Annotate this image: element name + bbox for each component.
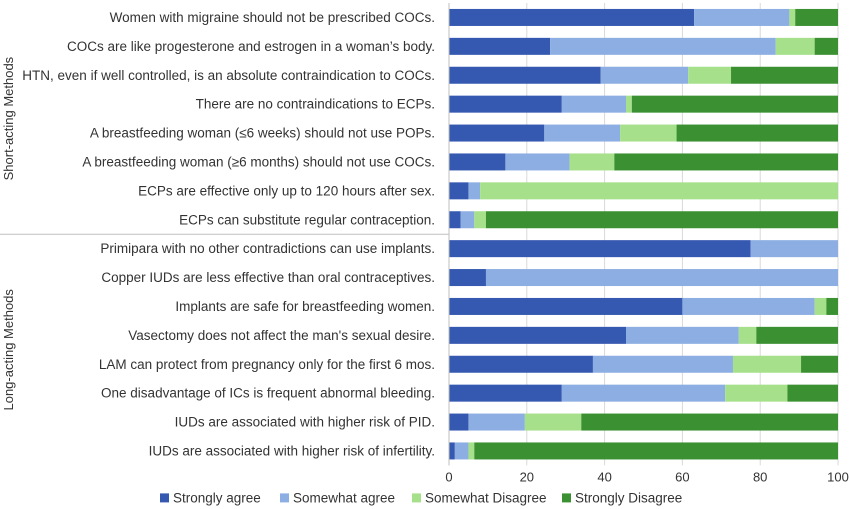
bar-segment-somewhat-disagree <box>474 211 486 229</box>
bar-segment-somewhat-agree <box>694 8 790 26</box>
bar-segment-somewhat-agree <box>600 66 689 84</box>
bar-segment-somewhat-agree <box>468 182 481 200</box>
category-label: ECPs can substitute regular contraceptio… <box>179 212 435 227</box>
category-label: IUDs are associated with higher risk of … <box>149 443 435 458</box>
bar-segment-strongly-agree <box>449 442 455 460</box>
bar-segment-strongly-agree <box>449 355 593 373</box>
bar-segment-somewhat-disagree <box>625 95 632 113</box>
group-label: Short-acting Methods <box>1 56 16 180</box>
bar-segment-somewhat-agree <box>468 413 525 431</box>
legend-label: Somewhat agree <box>293 490 395 505</box>
x-tick-label: 0 <box>445 469 452 484</box>
bar-segment-strongly-agree <box>449 211 461 229</box>
x-tick-label: 20 <box>520 469 534 484</box>
category-label: Women with migraine should not be prescr… <box>110 10 435 25</box>
category-label: Implants are safe for breastfeeding wome… <box>175 299 435 314</box>
bar-segment-strongly-agree <box>449 95 562 113</box>
bar-segment-somewhat-agree <box>485 269 838 287</box>
bar-segment-somewhat-agree <box>592 355 733 373</box>
category-label: IUDs are associated with higher risk of … <box>175 415 435 430</box>
bar-segment-strongly-agree <box>449 413 469 431</box>
x-tick-label: 80 <box>753 469 767 484</box>
legend-label: Strongly agree <box>173 490 261 505</box>
category-label: Vasectomy does not affect the man's sexu… <box>128 328 435 343</box>
bar-segment-somewhat-agree <box>505 153 570 171</box>
bar-segment-strongly-disagree <box>826 297 838 315</box>
category-label: There are no contraindications to ECPs. <box>196 97 435 112</box>
bar-segment-strongly-disagree <box>485 211 838 229</box>
category-label: Copper IUDs are less effective than oral… <box>101 270 435 285</box>
bar-segment-strongly-agree <box>449 182 469 200</box>
bar-segment-strongly-agree <box>449 297 683 315</box>
legend-swatch <box>562 493 571 503</box>
bar-segment-strongly-disagree <box>814 37 838 55</box>
bar-segment-somewhat-disagree <box>480 182 838 200</box>
bar-segment-strongly-disagree <box>474 442 838 460</box>
legend-label: Strongly Disagree <box>575 490 682 505</box>
bar-segment-strongly-agree <box>449 326 626 344</box>
bar-segment-strongly-agree <box>449 153 506 171</box>
x-tick-label: 40 <box>597 469 611 484</box>
legend-swatch <box>280 493 289 503</box>
legend: Strongly agree Somewhat agree Somewhat Dis… <box>160 490 682 505</box>
bars <box>449 8 838 460</box>
category-label: LAM can protect from pregnancy only for … <box>99 357 435 372</box>
bar-segment-somewhat-agree <box>625 326 739 344</box>
x-tick-label: 100 <box>827 469 849 484</box>
bar-segment-strongly-agree <box>449 384 562 402</box>
bar-segment-somewhat-agree <box>544 124 621 142</box>
bar-segment-strongly-agree <box>449 37 551 55</box>
bar-segment-somewhat-agree <box>561 95 626 113</box>
category-label: ECPs are effective only up to 120 hours … <box>138 183 435 198</box>
bar-segment-strongly-agree <box>449 8 695 26</box>
bar-segment-somewhat-disagree <box>775 37 815 55</box>
bar-segment-strongly-disagree <box>581 413 838 431</box>
bar-segment-strongly-disagree <box>676 124 838 142</box>
bar-segment-strongly-disagree <box>801 355 838 373</box>
bar-segment-strongly-disagree <box>631 95 838 113</box>
bar-segment-somewhat-agree <box>454 442 469 460</box>
bar-segment-strongly-agree <box>449 124 545 142</box>
x-tick-label: 60 <box>675 469 689 484</box>
bar-segment-somewhat-disagree <box>524 413 582 431</box>
legend-label: Somewhat Disagree <box>425 490 547 505</box>
bar-segment-somewhat-disagree <box>688 66 732 84</box>
bar-segment-somewhat-disagree <box>620 124 677 142</box>
legend-swatch <box>412 493 421 503</box>
bar-segment-strongly-agree <box>449 66 601 84</box>
category-labels: Women with migraine should not be prescr… <box>22 10 435 459</box>
bar-segment-somewhat-agree <box>750 240 838 258</box>
bar-segment-somewhat-agree <box>550 37 776 55</box>
bar-segment-strongly-disagree <box>756 326 838 344</box>
bar-segment-somewhat-disagree <box>569 153 615 171</box>
bar-segment-somewhat-disagree <box>738 326 757 344</box>
category-label: A breastfeeding woman (≥6 months) should… <box>82 154 435 169</box>
bar-segment-strongly-agree <box>449 269 486 287</box>
bar-segment-somewhat-disagree <box>725 384 788 402</box>
bar-segment-somewhat-agree <box>561 384 726 402</box>
group-label: Long-acting Methods <box>1 289 16 411</box>
bar-segment-strongly-agree <box>449 240 751 258</box>
bar-segment-somewhat-disagree <box>732 355 802 373</box>
bar-segment-strongly-disagree <box>795 8 838 26</box>
category-label: One disadvantage of ICs is frequent abno… <box>101 386 435 401</box>
bar-segment-somewhat-disagree <box>789 8 796 26</box>
category-label: Primipara with no other contradictions c… <box>100 241 435 256</box>
category-label: HTN, even if well controlled, is an abso… <box>22 68 435 83</box>
group-labels: Short-acting Methods Long-acting Methods <box>0 56 449 411</box>
category-label: A breastfeeding woman (≤6 weeks) should … <box>90 126 435 141</box>
bar-segment-somewhat-disagree <box>814 297 827 315</box>
category-label: COCs are like progesterone and estrogen … <box>67 39 435 54</box>
bar-segment-strongly-disagree <box>787 384 838 402</box>
bar-segment-somewhat-agree <box>682 297 815 315</box>
legend-swatch <box>160 493 169 503</box>
bar-segment-strongly-disagree <box>731 66 838 84</box>
bar-segment-somewhat-agree <box>460 211 475 229</box>
bar-segment-strongly-disagree <box>614 153 838 171</box>
bar-segment-somewhat-disagree <box>468 442 475 460</box>
x-tick-labels: 0 20 40 60 80 100 <box>445 469 848 484</box>
